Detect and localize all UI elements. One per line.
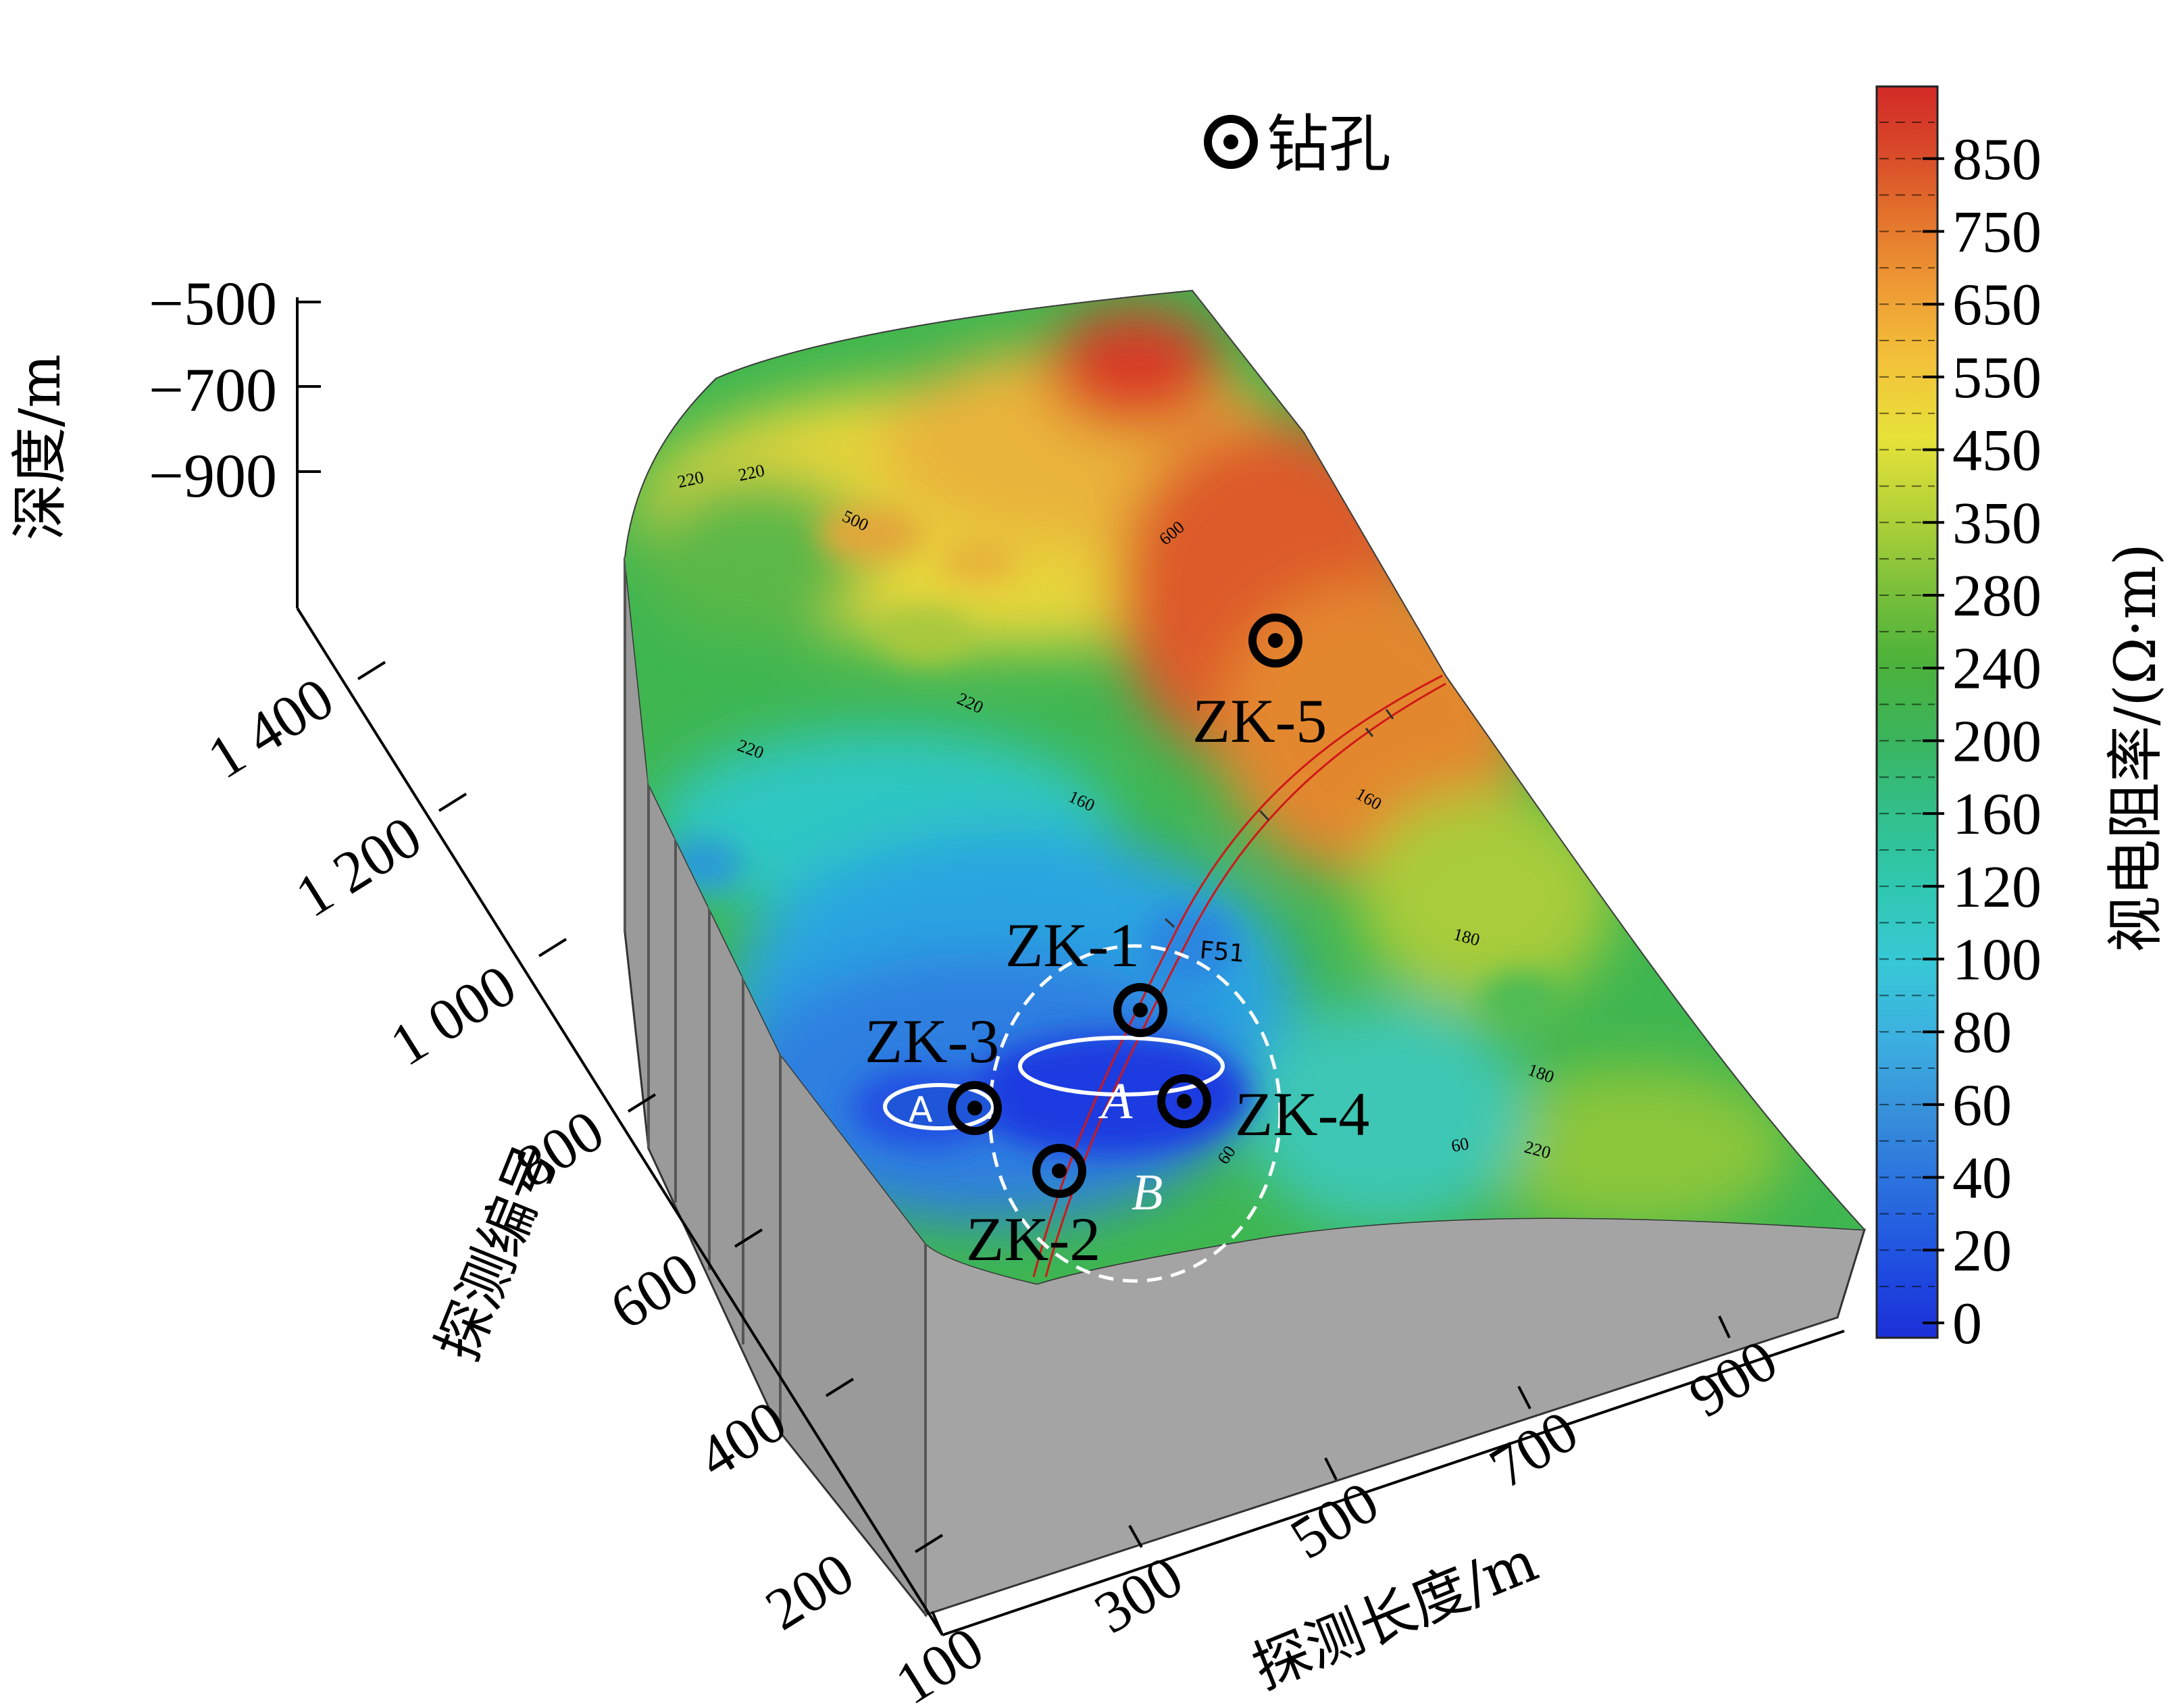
colorbar-tick-label: 350 (1952, 491, 2042, 556)
colorbar-tick-label: 550 (1952, 345, 2042, 411)
surface-edge (624, 289, 1865, 1230)
colorbar-label: 视电阻率/(Ω·m) (2102, 543, 2169, 953)
colorbar-tick-label: 850 (1952, 127, 2042, 193)
depth-axis-label: 深度/m (7, 354, 73, 541)
length-axis-label: 探测长度/m (1244, 1528, 1546, 1701)
drill-hole-label-zk4: ZK-4 (1235, 1080, 1369, 1149)
drill-hole-label-zk5: ZK-5 (1192, 686, 1327, 755)
length-tick: 300 (1084, 1544, 1194, 1647)
length-tick: 100 (884, 1615, 994, 1708)
contour-label: 60 (1450, 1134, 1471, 1156)
drill-hole-label-zk1: ZK-1 (1005, 911, 1140, 980)
colorbar-tick-label: 750 (1952, 200, 2042, 266)
colorbar-tick-label: 80 (1952, 1000, 2012, 1065)
colorbar-bar (1875, 85, 1939, 1339)
fault-label: F51 (1198, 936, 1246, 968)
colorbar: 0 20 40 60 80 100 120 160 200 240 280 350 450 550 6507… (1875, 85, 2169, 1357)
line-tick: 1 000 (379, 953, 527, 1079)
drill-holes (948, 613, 1302, 1198)
drill-hole-zk3 (948, 1081, 1002, 1135)
zone-a-large-outline (1018, 1036, 1225, 1097)
colorbar-tick-label: 200 (1952, 709, 2042, 774)
legend: 钻孔 (1204, 108, 1391, 180)
drill-hole-zk5 (1248, 613, 1302, 668)
drill-hole-zk1 (1113, 983, 1167, 1037)
zone-b-label: B (1132, 1164, 1163, 1221)
depth-tick: −900 (149, 441, 277, 510)
colorbar-tick-label: 240 (1952, 636, 2042, 702)
zone-a-large-label: A (1098, 1073, 1133, 1130)
depth-tick: −700 (149, 355, 277, 424)
drill-hole-labels: ZK-1 ZK-2 ZK-3 ZK-4 ZK-5 (865, 686, 1369, 1274)
colorbar-tick-label: 60 (1952, 1073, 2012, 1138)
line-tick: 600 (599, 1240, 709, 1342)
colorbar-tick-label: 40 (1952, 1146, 2012, 1211)
colorbar-tick-label: 160 (1952, 782, 2042, 847)
drill-hole-label-zk2: ZK-2 (966, 1205, 1100, 1274)
colorbar-tick-label: 280 (1952, 563, 2042, 629)
colorbar-tick-label: 450 (1952, 418, 2042, 484)
fault-ticks (1164, 709, 1394, 928)
drill-hole-zk2 (1032, 1144, 1086, 1198)
colorbar-tick-label: 0 (1952, 1291, 1982, 1357)
drill-hole-icon (1204, 115, 1258, 169)
colorbar-tick-label: 120 (1952, 855, 2042, 920)
legend-label: 钻孔 (1267, 108, 1391, 180)
zone-a-small-label: A (909, 1090, 933, 1130)
line-tick: 1 200 (284, 804, 432, 930)
drill-hole-zk4 (1157, 1074, 1211, 1128)
depth-axis: −500 −700 −900 深度/m (7, 269, 321, 608)
drill-hole-label-zk3: ZK-3 (865, 1007, 999, 1076)
colorbar-ticks: 0 20 40 60 80 100 120 160 200 240 280 350 450 550 6507… (1879, 121, 2042, 1357)
depth-tick: −500 (149, 269, 277, 338)
colorbar-tick-label: 100 (1952, 928, 2042, 993)
colorbar-tick-label: 650 (1952, 272, 2042, 338)
line-axis-label: 探测编号 (424, 1134, 571, 1370)
line-tick: 1 400 (197, 665, 345, 792)
zone-a-small-outline (883, 1083, 995, 1130)
colorbar-tick-label: 20 (1952, 1218, 2012, 1284)
line-tick: 200 (755, 1540, 865, 1643)
